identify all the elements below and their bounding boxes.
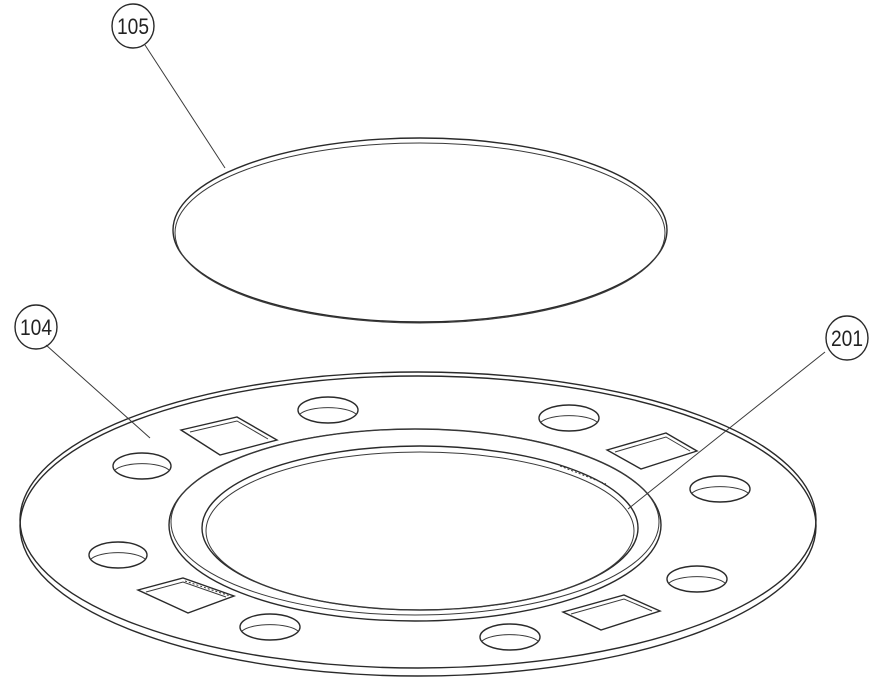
callout-201-label: 201 [831, 326, 863, 351]
bolt-hole [538, 404, 600, 432]
bolt-hole [112, 452, 172, 480]
bolt-hole [297, 396, 359, 424]
callout-105: 105 [111, 3, 155, 49]
leader-line-104 [45, 344, 151, 439]
callout-104-label: 104 [20, 315, 52, 340]
callout-105-label: 105 [117, 14, 149, 39]
leader-line-105 [144, 44, 226, 169]
bolt-hole [88, 541, 148, 569]
bolt-hole [689, 475, 751, 503]
flange-ring-part-104 [19, 371, 817, 677]
bolt-hole [239, 613, 301, 641]
callout-201: 201 [825, 315, 869, 361]
square-pocket [561, 594, 662, 631]
leader-line-201 [627, 351, 826, 510]
bolt-hole [666, 565, 728, 593]
disc-part-105 [172, 137, 668, 324]
square-pocket [605, 432, 699, 470]
square-pocket [179, 416, 279, 456]
bolt-hole [479, 623, 541, 651]
square-pocket [135, 577, 237, 614]
callout-104: 104 [14, 304, 58, 350]
